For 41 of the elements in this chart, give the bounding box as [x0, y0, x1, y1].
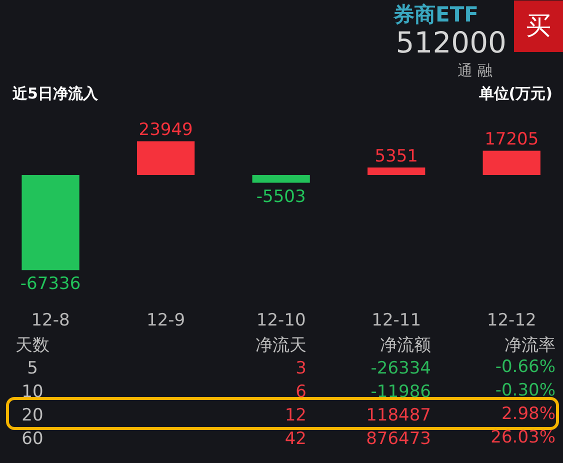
data-label: -67336: [20, 274, 81, 294]
bar: [368, 167, 426, 176]
bar: [482, 150, 540, 176]
x-tick-label: 12-9: [146, 310, 186, 330]
category-label: 净流额: [380, 336, 431, 356]
category-label: 天数: [16, 336, 50, 356]
x-tick-label: 12-12: [486, 310, 536, 330]
text: 2.98%: [501, 404, 556, 424]
category-label: 60: [22, 429, 44, 449]
data-label: 5351: [374, 146, 418, 166]
data-label: -5503: [256, 186, 306, 207]
text: 118487: [366, 406, 432, 426]
text: 6: [296, 382, 307, 402]
data-label: 23949: [138, 120, 193, 140]
text: 876473: [366, 429, 432, 449]
text: 通 融: [458, 62, 493, 80]
category-label: 10: [22, 382, 44, 402]
text: 42: [284, 429, 307, 449]
chart-title: 近5日净流入: [12, 84, 99, 102]
category-label: 5: [27, 358, 38, 378]
bar: [22, 175, 80, 270]
bar: [136, 141, 195, 176]
bar: [252, 175, 310, 183]
x-tick-label: 12-10: [256, 310, 306, 330]
text: 26.03%: [490, 428, 556, 448]
category-label: 净流天: [256, 336, 306, 356]
data-label: 17205: [484, 130, 539, 150]
text: 买: [526, 11, 551, 40]
text: -0.66%: [495, 357, 556, 377]
x-tick-label: 12-8: [31, 310, 70, 330]
x-tick-label: 12-11: [372, 310, 422, 330]
text: 3: [296, 358, 307, 378]
text: -0.30%: [495, 380, 556, 400]
text: 12: [284, 406, 307, 426]
text: -11986: [370, 382, 432, 402]
text: 券商ETF: [392, 2, 478, 26]
category-label: 20: [22, 406, 44, 426]
text: -26334: [370, 358, 432, 378]
category-label: 净流率: [504, 336, 556, 356]
chart-subtitle: 单位(万元): [478, 84, 553, 102]
text: 512000: [396, 26, 507, 60]
